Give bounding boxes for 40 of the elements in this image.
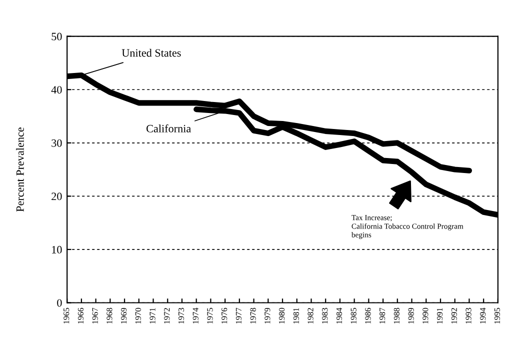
x-tick-label: 1974 bbox=[192, 308, 198, 324]
x-tick-label: 1991 bbox=[436, 308, 443, 324]
x-tick-label: 1988 bbox=[394, 308, 400, 324]
text: United States bbox=[122, 48, 181, 57]
x-tick-label: 1985 bbox=[350, 308, 356, 324]
x-tick-label: 1965 bbox=[64, 308, 70, 324]
series-label: California bbox=[146, 124, 191, 132]
x-tick-label: 1982 bbox=[308, 308, 314, 324]
x-tick-label: 1976 bbox=[222, 308, 228, 324]
x-tick-label: 1990 bbox=[422, 308, 428, 324]
x-tick-label: 1980 bbox=[278, 308, 285, 324]
x-tick-label: 1986 bbox=[365, 308, 371, 324]
x-tick-label: 1987 bbox=[380, 308, 386, 324]
x-tick-label: 1981 bbox=[293, 308, 299, 324]
x-tick-label: 1995 bbox=[494, 308, 500, 324]
x-tick-label: 1979 bbox=[264, 308, 270, 324]
x-tick-label: 1973 bbox=[178, 308, 184, 324]
x-tick-label: 1967 bbox=[92, 308, 98, 324]
y-tick-label: 50 bbox=[52, 32, 62, 40]
x-tick-label: 1978 bbox=[250, 308, 256, 324]
x-tick-label: 1971 bbox=[150, 308, 156, 324]
y-tick-label: 20 bbox=[52, 192, 62, 200]
x-tick-label: 1975 bbox=[207, 308, 213, 324]
x-tick-label: 1984 bbox=[336, 308, 342, 324]
x-tick-label: 1989 bbox=[408, 308, 414, 324]
x-tick-label: 1983 bbox=[322, 308, 328, 324]
y-tick-label: 10 bbox=[52, 246, 62, 254]
y-tick-label: 0 bbox=[57, 299, 62, 307]
x-tick-label: 1977 bbox=[236, 308, 242, 324]
x-tick-label: 1966 bbox=[78, 308, 84, 324]
x-tick-label: 1994 bbox=[480, 308, 486, 324]
x-tick-label: 1970 bbox=[135, 308, 141, 324]
x-tick-label: 1968 bbox=[106, 308, 112, 324]
y-axis-title: Percent Prevalence bbox=[16, 128, 24, 212]
x-tick-label: 1972 bbox=[164, 308, 170, 324]
x-tick-label: 1969 bbox=[121, 308, 127, 324]
y-tick-label: 40 bbox=[51, 86, 62, 94]
y-tick-label: 30 bbox=[52, 139, 62, 147]
x-tick-label: 1993 bbox=[466, 308, 472, 324]
x-tick-label: 1992 bbox=[451, 308, 457, 324]
